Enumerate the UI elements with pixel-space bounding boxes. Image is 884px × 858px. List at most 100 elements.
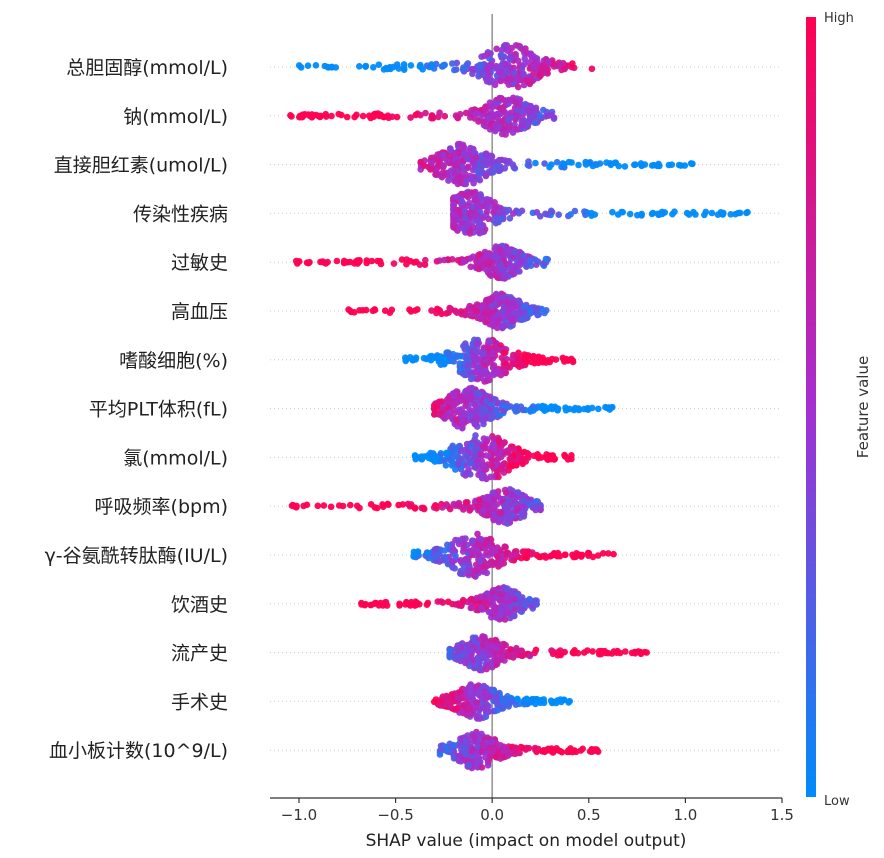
shap-dot [466, 547, 474, 555]
shap-dot [468, 537, 476, 544]
shap-dot [463, 192, 471, 199]
shap-dot [492, 614, 500, 621]
shap-dot [438, 355, 446, 362]
shap-dot [562, 551, 569, 558]
shap-dot [333, 257, 341, 265]
shap-dot [514, 83, 522, 91]
shap-dot [504, 520, 511, 527]
shap-dot [622, 648, 629, 655]
shap-dot [561, 160, 568, 168]
shap-dot [359, 307, 367, 314]
feature-row-dots [430, 384, 616, 432]
shap-dot [504, 592, 512, 599]
shap-dot [487, 295, 494, 303]
feature-label: 嗜酸细胞(%) [119, 350, 228, 372]
shap-dot [462, 535, 469, 542]
shap-dot [449, 442, 457, 450]
shap-dot [502, 501, 509, 509]
shap-dot [534, 311, 542, 319]
shap-dot [474, 258, 481, 266]
shap-dot [440, 62, 447, 69]
shap-dot [498, 465, 505, 473]
shap-dot [475, 541, 483, 549]
shap-dot [571, 207, 579, 215]
shap-dot [428, 307, 435, 314]
shap-dot [542, 255, 550, 263]
shap-dot [583, 209, 590, 216]
shap-dot [504, 363, 512, 371]
shap-dot [483, 569, 491, 577]
shap-dot [475, 355, 482, 363]
shap-dot [472, 567, 480, 575]
shap-dot [549, 747, 556, 754]
shap-dot [507, 694, 515, 702]
shap-dot [447, 145, 454, 152]
shap-dot [347, 307, 354, 315]
shap-dot [467, 255, 474, 262]
shap-dot [485, 560, 493, 567]
shap-dot [477, 536, 485, 543]
shap-dot [473, 704, 480, 711]
shap-dot [497, 62, 504, 70]
shap-dot [507, 294, 515, 301]
shap-dot [460, 64, 467, 71]
feature-label: 钠(mmol/L) [123, 106, 228, 128]
shap-dot [414, 549, 422, 557]
shap-dot [474, 202, 482, 209]
shap-dot [469, 304, 476, 312]
shap-dot [491, 605, 498, 612]
shap-dot [607, 161, 615, 169]
shap-dot [443, 449, 450, 457]
shap-dot [464, 163, 472, 171]
shap-dot [420, 504, 427, 512]
shap-dot [521, 302, 528, 310]
shap-dot [514, 106, 521, 114]
shap-dot [491, 199, 498, 206]
shap-dot [471, 453, 479, 461]
shap-dot [461, 207, 469, 215]
shap-dot [488, 303, 496, 310]
shap-dot [506, 455, 514, 463]
shap-dot [371, 306, 379, 314]
shap-dot [559, 59, 567, 67]
shap-dot [526, 500, 533, 508]
shap-dot [631, 161, 638, 169]
feature-row-dots [345, 290, 550, 332]
shap-dot [433, 403, 441, 411]
feature-label: 总胆固醇(mmol/L) [66, 57, 228, 79]
shap-dot [492, 753, 500, 761]
shap-dot [297, 64, 305, 71]
shap-dot [497, 560, 504, 567]
shap-dot [486, 410, 493, 418]
shap-dot [473, 307, 481, 315]
shap-dot [414, 599, 421, 607]
shap-dot [417, 61, 424, 69]
shap-dot [473, 699, 481, 707]
shap-dot [508, 44, 515, 52]
shap-dot [534, 258, 542, 266]
shap-dot [458, 406, 465, 413]
shap-dot [550, 550, 558, 557]
shap-dot [467, 263, 475, 271]
shap-dot [533, 695, 541, 703]
shap-dot [492, 406, 499, 414]
shap-dot [430, 698, 438, 706]
shap-dot [454, 257, 462, 264]
shap-dot [474, 743, 481, 750]
shap-dot [444, 169, 451, 177]
shap-dot [498, 250, 506, 257]
shap-dot [491, 546, 498, 554]
shap-dot [542, 64, 549, 71]
shap-dot [483, 318, 491, 325]
shap-dot [469, 158, 476, 166]
shap-dot [474, 530, 481, 538]
shap-dot [447, 305, 455, 313]
shap-dot [438, 398, 446, 405]
shap-dot [484, 50, 492, 58]
shap-dot [505, 206, 513, 214]
shap-dot [477, 450, 485, 458]
shap-dot [467, 394, 475, 401]
shap-dot [417, 455, 425, 462]
shap-dot [446, 647, 454, 654]
shap-dot [593, 746, 600, 753]
